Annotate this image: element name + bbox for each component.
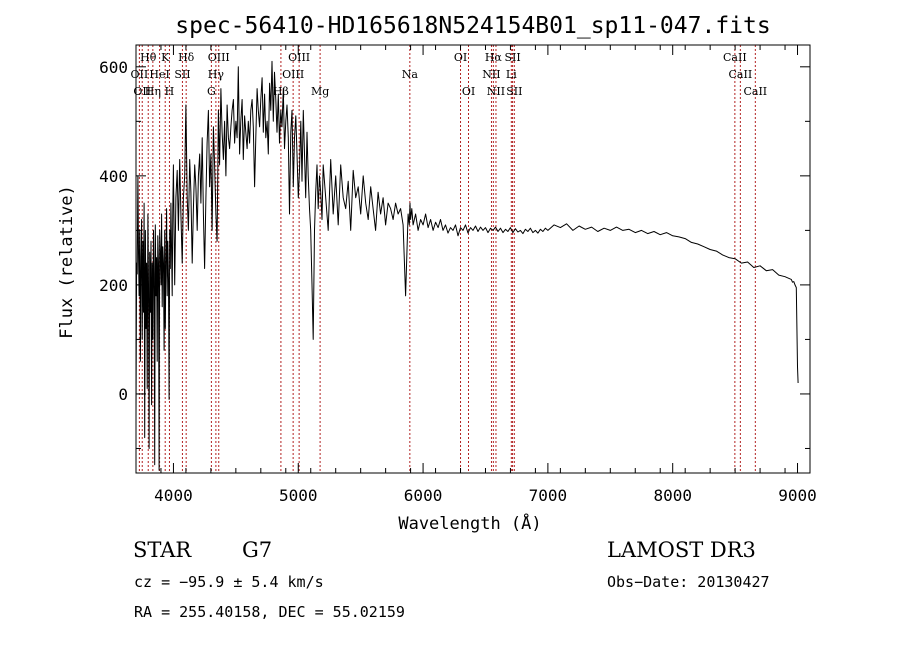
plot-frame bbox=[135, 44, 811, 474]
y-axis-label: Flux (relative) bbox=[57, 185, 77, 339]
observation-date: Obs−Date: 20130427 bbox=[607, 573, 770, 591]
spectral-line-label: Hα bbox=[485, 51, 503, 64]
x-tick-label: 4000 bbox=[154, 486, 193, 505]
spectral-line-label: Hθ bbox=[140, 51, 157, 64]
spectral-line-label: Mg bbox=[311, 85, 329, 98]
spectral-line-label: OI bbox=[454, 51, 467, 64]
spectral-line-label: OIII bbox=[282, 68, 304, 81]
subclass-label: G7 bbox=[242, 538, 273, 562]
x-tick-label: 5000 bbox=[279, 486, 318, 505]
x-tick-label: 7000 bbox=[529, 486, 568, 505]
spectral-line-label: NII bbox=[482, 68, 500, 81]
spectral-line-label: OIII bbox=[208, 51, 230, 64]
spectral-line-label: CaII bbox=[743, 85, 767, 98]
spectral-line-label: HeI bbox=[149, 68, 169, 81]
spectral-line-label: Hβ bbox=[273, 85, 289, 98]
spectral-line-label: NII bbox=[487, 85, 505, 98]
spectral-line-label: OII bbox=[131, 68, 149, 81]
chart-title: spec-56410-HD165618N524154B01_sp11-047.f… bbox=[175, 13, 770, 39]
spectral-line-label: Hη bbox=[145, 85, 161, 98]
object-class-label: STAR bbox=[133, 538, 192, 562]
x-tick-label: 6000 bbox=[404, 486, 443, 505]
spectral-line-label: CaII bbox=[729, 68, 753, 81]
spectral-line-label: K bbox=[161, 51, 170, 64]
spectral-line-label: OI bbox=[462, 85, 475, 98]
spectral-line-label: SII bbox=[504, 51, 520, 64]
y-tick-label: 200 bbox=[99, 276, 128, 295]
spectral-line-label: Hγ bbox=[208, 68, 225, 81]
spectral-line-label: Hδ bbox=[178, 51, 195, 64]
redshift-velocity: cz = −95.9 ± 5.4 km/s bbox=[134, 573, 324, 591]
spectral-line-label: SII bbox=[174, 68, 190, 81]
x-tick-label: 9000 bbox=[778, 486, 817, 505]
y-tick-label: 600 bbox=[99, 58, 128, 77]
spectral-line-label: H bbox=[165, 85, 175, 98]
spectral-line-label: Na bbox=[402, 68, 419, 81]
spectral-line-label: CaII bbox=[723, 51, 747, 64]
y-tick-label: 400 bbox=[99, 167, 128, 186]
x-axis-label: Wavelength (Å) bbox=[398, 512, 541, 534]
y-tick-label: 0 bbox=[118, 385, 128, 404]
coordinates: RA = 255.40158, DEC = 55.02159 bbox=[134, 603, 405, 621]
spectral-line-label: OII bbox=[133, 85, 151, 98]
survey-label: LAMOST DR3 bbox=[607, 538, 756, 562]
spectral-line-labels: OII OII Hθ Hη HeI K H SII Hδ G Hγ OIII Hβ OIII OIII Mg N… bbox=[131, 51, 768, 98]
flux-series-line bbox=[135, 60, 799, 471]
x-tick-label: 8000 bbox=[653, 486, 692, 505]
spectral-line-label: Li bbox=[506, 68, 517, 81]
axis-ticks: 4000 5000 6000 7000 8000 9000 0 200 400 600 bbox=[99, 45, 817, 505]
spectral-line-label: OIII bbox=[288, 51, 310, 64]
spectral-line-label: SII bbox=[506, 85, 522, 98]
spectral-line-label: G bbox=[207, 85, 216, 98]
